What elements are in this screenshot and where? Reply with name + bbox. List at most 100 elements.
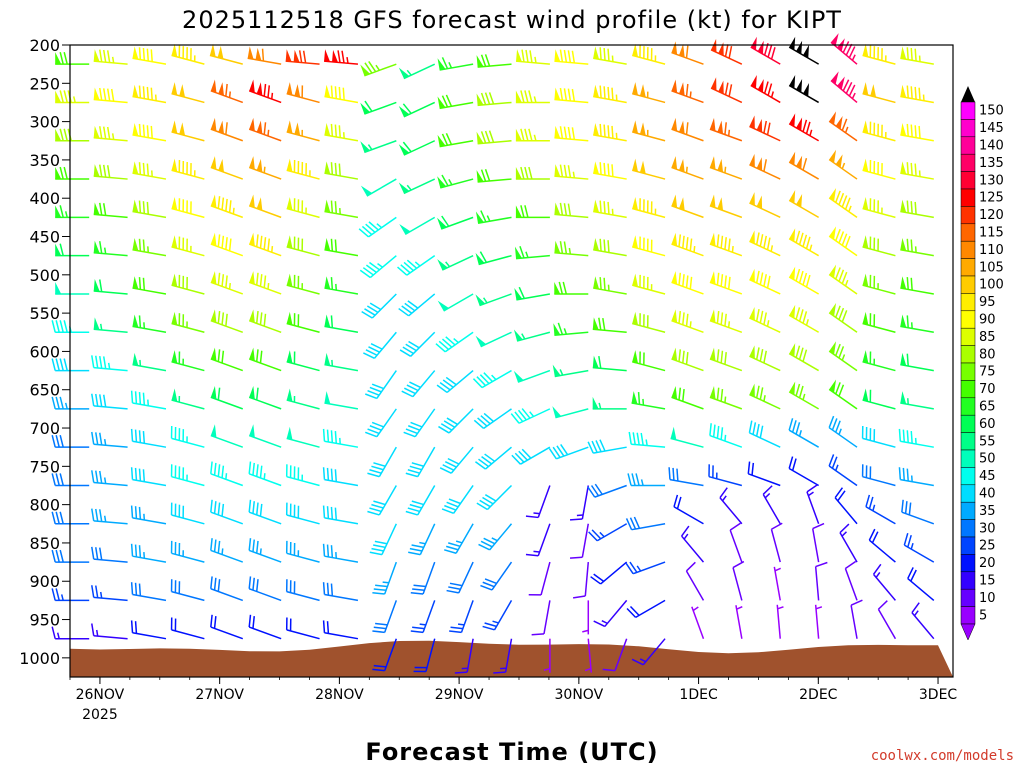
barb-feather: [918, 87, 921, 101]
barb-feather: [267, 85, 271, 98]
barb-feather: [99, 547, 103, 560]
barb-feather: [910, 569, 917, 582]
barb-shaft: [600, 561, 628, 585]
barb-feather: [409, 503, 422, 509]
barb-feather: [213, 539, 217, 552]
barb-feather: [359, 269, 371, 279]
wind-barb: [548, 444, 589, 460]
barb-shaft: [903, 544, 935, 563]
barb-half-feather: [376, 223, 383, 229]
wind-barb: [554, 202, 589, 219]
barb-feather: [569, 556, 583, 559]
barb-feather: [831, 456, 838, 469]
barb-feather: [552, 446, 561, 458]
barb-shaft: [324, 249, 359, 257]
barb-feather: [442, 379, 454, 388]
barb-half-feather: [107, 362, 111, 370]
barb-feather: [763, 159, 768, 172]
barb-feather: [146, 125, 149, 138]
wind-barb: [814, 604, 823, 639]
barb-feather: [611, 87, 614, 101]
barb-feather: [480, 169, 487, 182]
barb-flag: [286, 350, 293, 364]
wind-barb: [631, 638, 666, 666]
barb-shaft: [448, 408, 474, 434]
barb-feather: [402, 346, 414, 355]
barb-shaft: [132, 210, 167, 219]
barb-feather: [716, 272, 720, 286]
barb-feather: [767, 83, 773, 96]
barb-feather: [409, 547, 423, 552]
barb-flag: [709, 385, 716, 400]
colorbar-swatch: [960, 362, 976, 381]
barb-shaft: [444, 331, 474, 353]
wind-barb: [210, 385, 244, 410]
barb-feather: [559, 241, 564, 254]
barb-shaft: [248, 549, 282, 563]
barb-feather: [484, 92, 491, 105]
wind-barb: [709, 423, 743, 448]
wind-barb: [590, 561, 628, 585]
barb-feather: [815, 561, 828, 568]
barb-feather: [130, 543, 134, 557]
barb-shaft: [593, 210, 627, 219]
colorbar-label: 150: [979, 104, 1004, 119]
wind-barb: [51, 626, 90, 640]
barb-feather: [845, 82, 853, 94]
wind-barb: [322, 582, 359, 602]
barb-feather: [138, 430, 142, 443]
barb-feather: [571, 88, 576, 102]
wind-barb: [286, 311, 320, 333]
barb-feather: [525, 553, 539, 557]
barb-shaft: [749, 432, 781, 448]
barb-feather: [401, 390, 414, 398]
barb-flag: [552, 406, 562, 418]
barb-flag: [210, 79, 217, 93]
barb-shaft: [286, 475, 320, 487]
barb-feather: [361, 311, 373, 319]
barb-feather: [759, 272, 764, 285]
barb-flag: [900, 314, 907, 328]
barb-half-feather: [64, 211, 68, 218]
barb-flag: [796, 79, 803, 93]
barb-feather: [599, 439, 606, 452]
colorbar-swatch: [960, 153, 976, 172]
barb-shaft: [537, 523, 551, 556]
barb-half-feather: [103, 247, 107, 254]
colorbar-label: 55: [979, 434, 996, 449]
barb-half-feather: [99, 591, 103, 599]
barb-feather: [441, 95, 449, 108]
barb-feather: [812, 522, 825, 530]
barb-flag: [171, 388, 178, 402]
wind-barb: [449, 600, 474, 634]
barb-half-feather: [228, 282, 231, 290]
barb-feather: [914, 86, 917, 100]
barb-shaft: [750, 84, 781, 104]
barb-feather: [795, 268, 801, 282]
barb-feather: [802, 272, 808, 286]
barb-feather: [322, 620, 326, 633]
barb-feather: [95, 585, 99, 598]
barb-feather: [802, 119, 808, 132]
barb-half-feather: [851, 92, 856, 99]
barb-flag: [516, 49, 522, 62]
barb-feather: [441, 215, 450, 227]
barb-flag: [593, 123, 600, 136]
barb-feather: [106, 50, 111, 63]
barb-half-feather: [568, 247, 572, 255]
barb-feather: [213, 462, 217, 476]
x-tick-label: 29NOV: [435, 687, 484, 703]
barb-feather: [603, 86, 606, 99]
barb-feather: [134, 582, 138, 596]
barb-feather: [709, 423, 712, 436]
barb-feather: [59, 90, 64, 103]
barb-feather: [719, 487, 728, 499]
barb-half-feather: [841, 162, 846, 170]
barb-feather: [716, 387, 720, 401]
barb-feather: [479, 499, 491, 508]
barb-feather: [337, 50, 341, 63]
barb-shaft: [210, 511, 244, 525]
barb-feather: [326, 429, 330, 443]
barb-feather: [476, 502, 488, 511]
